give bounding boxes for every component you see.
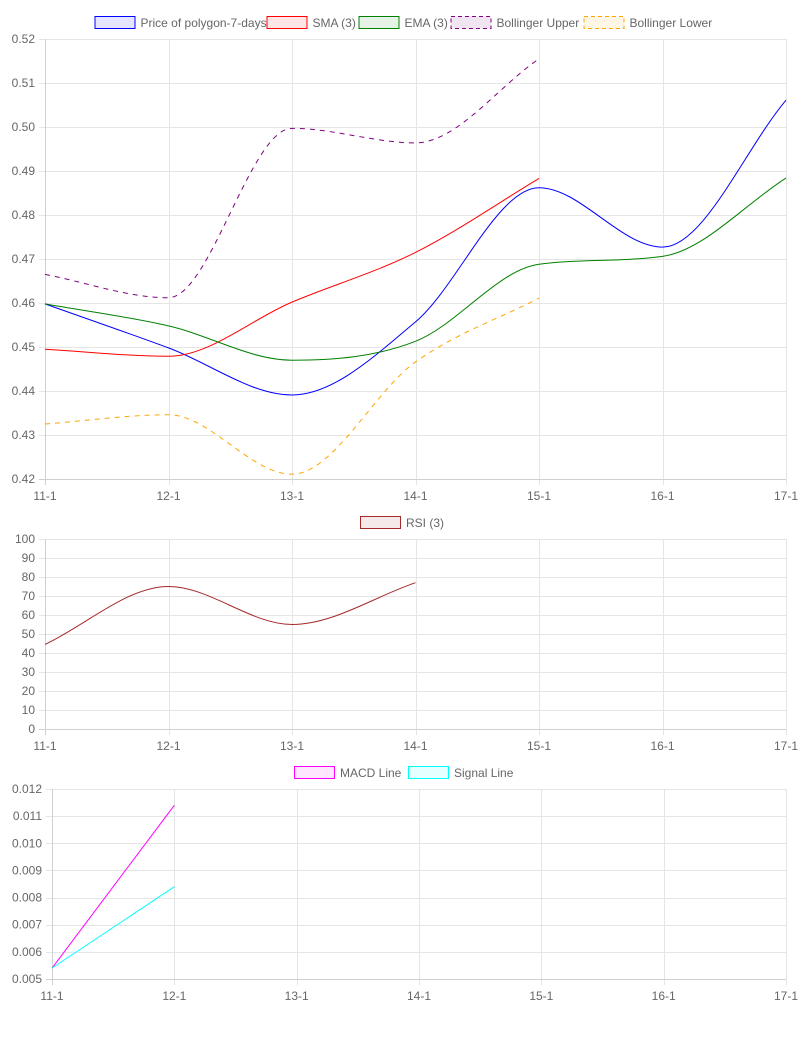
legend-swatch — [94, 16, 136, 29]
x-tick-label: 17-1 — [774, 989, 798, 1003]
y-tick-label: 0.49 — [12, 164, 36, 178]
x-tick-label: 11-1 — [33, 739, 56, 753]
y-tick-label: 0.007 — [12, 918, 42, 932]
legend: RSI (3) — [360, 516, 445, 530]
legend-item-bollinger-upper[interactable]: Bollinger Upper — [450, 16, 580, 30]
y-tick-label: 0.52 — [12, 32, 36, 46]
y-tick-label: 0.010 — [12, 836, 42, 850]
legend-swatch — [358, 16, 400, 29]
y-tick-label: 0.009 — [12, 863, 42, 877]
legend-label: MACD Line — [340, 766, 402, 780]
x-tick-label: 13-1 — [280, 489, 304, 503]
y-tick-label: 40 — [22, 646, 36, 660]
legend-label: Price of polygon-7-days — [141, 16, 267, 30]
x-tick-label: 13-1 — [280, 739, 304, 753]
x-tick-label: 12-1 — [156, 739, 180, 753]
y-tick-label: 0.011 — [13, 809, 42, 823]
series-line-price-of-polygon-7-days — [44, 99, 787, 396]
series-lines — [51, 804, 175, 969]
series-line-signal-line — [51, 886, 175, 969]
y-tick-label: 50 — [22, 627, 36, 641]
legend-item-price-of-polygon-7-days[interactable]: Price of polygon-7-days — [94, 16, 267, 30]
series-lines — [44, 582, 416, 645]
x-tick-label: 12-1 — [162, 989, 186, 1003]
legend: Price of polygon-7-days SMA (3) EMA (3) Bol… — [94, 16, 713, 30]
y-tick-label: 0.43 — [12, 428, 36, 442]
x-tick-label: 15-1 — [527, 489, 551, 503]
x-tick-label: 11-1 — [33, 489, 56, 503]
legend-item-signal-line[interactable]: Signal Line — [408, 766, 514, 780]
x-tick-label: 11-1 — [40, 989, 63, 1003]
legend-label: Bollinger Upper — [497, 16, 580, 30]
x-tick-label: 16-1 — [650, 489, 674, 503]
series-line-macd-line — [51, 804, 175, 969]
legend-label: EMA (3) — [405, 16, 448, 30]
grid — [46, 789, 787, 985]
legend-swatch — [408, 766, 449, 779]
y-tick-label: 0.46 — [12, 296, 36, 310]
price-chart: 0.52 0.51 0.50 0.49 0.48 0.47 0.46 0.45 0.44 0.43… — [12, 16, 798, 503]
y-tick-label: 0 — [28, 722, 35, 736]
legend: MACD Line Signal Line — [294, 766, 514, 780]
y-tick-label: 0.44 — [12, 384, 36, 398]
legend-label: SMA (3) — [313, 16, 356, 30]
legend-item-macd-line[interactable]: MACD Line — [294, 766, 402, 780]
y-tick-label: 0.005 — [12, 972, 42, 986]
x-tick-label: 12-1 — [156, 489, 180, 503]
grid — [39, 39, 787, 485]
legend-swatch — [294, 766, 335, 779]
y-tick-label: 30 — [22, 665, 36, 679]
y-tick-label: 0.51 — [12, 76, 36, 90]
x-tick-label: 15-1 — [529, 989, 553, 1003]
legend-item-ema-3[interactable]: EMA (3) — [358, 16, 448, 30]
y-tick-label: 0.45 — [12, 340, 36, 354]
macd-chart: 0.012 0.011 0.010 0.009 0.008 0.007 0.006 0.005… — [12, 766, 798, 1003]
y-tick-label: 0.47 — [12, 252, 36, 266]
series-line-rsi-3 — [44, 582, 416, 645]
x-tick-label: 17-1 — [774, 489, 798, 503]
legend-swatch — [266, 16, 308, 29]
series-line-bollinger-upper — [44, 58, 540, 299]
x-tick-label: 14-1 — [403, 739, 427, 753]
x-tick-label: 17-1 — [774, 739, 798, 753]
y-tick-label: 0.42 — [12, 472, 36, 486]
series-lines — [44, 58, 787, 475]
y-tick-label: 0.012 — [12, 782, 42, 796]
legend-swatch — [360, 516, 401, 529]
legend-item-sma-3[interactable]: SMA (3) — [266, 16, 356, 30]
x-tick-label: 13-1 — [285, 989, 309, 1003]
x-tick-label: 14-1 — [403, 489, 427, 503]
y-tick-label: 60 — [22, 608, 36, 622]
legend-swatch — [583, 16, 625, 29]
x-tick-label: 14-1 — [407, 989, 431, 1003]
y-tick-label: 0.008 — [12, 891, 42, 905]
grid — [39, 539, 787, 735]
series-line-ema-3 — [44, 177, 787, 361]
x-tick-label: 16-1 — [652, 989, 676, 1003]
legend-label: RSI (3) — [406, 516, 444, 530]
y-tick-label: 90 — [22, 551, 36, 565]
legend-label: Bollinger Lower — [630, 16, 713, 30]
legend-label: Signal Line — [454, 766, 514, 780]
legend-item-rsi-3[interactable]: RSI (3) — [360, 516, 445, 530]
series-line-sma-3 — [44, 178, 540, 357]
y-tick-label: 80 — [22, 570, 36, 584]
legend-swatch — [450, 16, 492, 29]
x-tick-label: 16-1 — [650, 739, 674, 753]
y-tick-label: 0.48 — [12, 208, 36, 222]
y-tick-label: 0.006 — [12, 945, 42, 959]
x-tick-label: 15-1 — [527, 739, 551, 753]
y-tick-label: 10 — [22, 703, 36, 717]
y-tick-label: 0.50 — [12, 120, 36, 134]
y-tick-label: 20 — [22, 684, 36, 698]
y-tick-label: 70 — [22, 589, 36, 603]
legend-item-bollinger-lower[interactable]: Bollinger Lower — [583, 16, 713, 30]
series-line-bollinger-lower — [44, 297, 540, 475]
y-tick-label: 100 — [15, 532, 35, 546]
